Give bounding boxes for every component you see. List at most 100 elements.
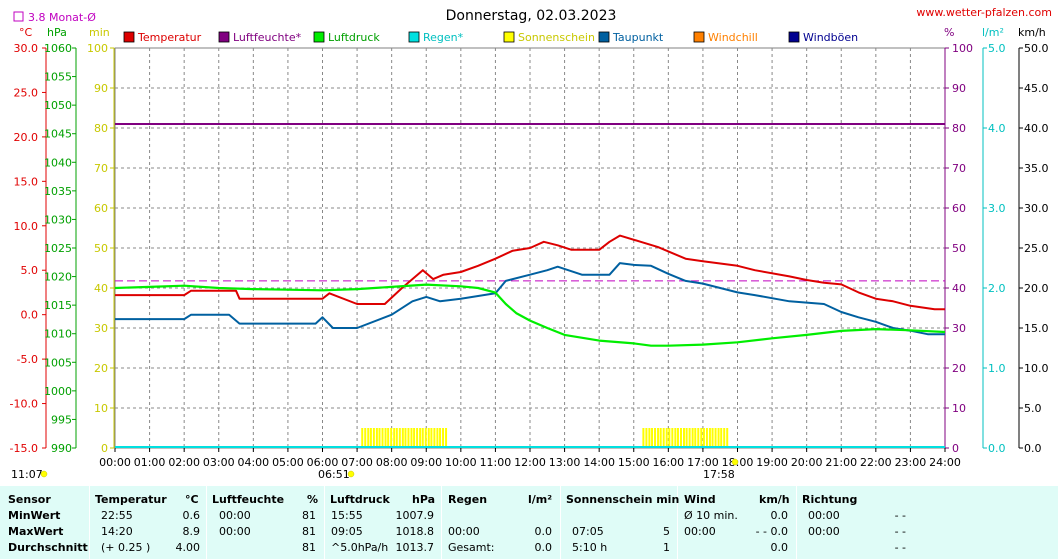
rain-tick-label: 5.0: [988, 42, 1006, 55]
humidity-tick-label: 20: [952, 362, 966, 375]
statistics-table: Sensor Temperatur °C Luftfeuchte % Luftd…: [0, 486, 1058, 559]
sunshine-bar: [708, 428, 711, 448]
rain-value: 0.0: [534, 525, 553, 538]
rain-tick-label: 0.0: [988, 442, 1006, 455]
x-tick-label: 15:00: [618, 456, 650, 469]
sunshine-tick-label: 70: [94, 162, 108, 175]
x-tick-label: 03:00: [203, 456, 235, 469]
legend-label: Luftdruck: [328, 31, 380, 44]
x-tick-label: 06:00: [307, 456, 339, 469]
sunshine-bar: [668, 428, 671, 448]
sunset-time: 17:58: [703, 468, 735, 481]
sunshine-bar: [662, 428, 665, 448]
legend-swatch: [218, 31, 230, 43]
unit-pressure: hPa: [47, 26, 67, 39]
sunshine-bar: [378, 428, 381, 448]
legend-swatch: [788, 31, 800, 43]
header-hum-unit: %: [307, 493, 319, 506]
legend-swatch: [503, 31, 515, 43]
humidity-value: 81: [302, 541, 316, 554]
legend-label: Regen*: [423, 31, 464, 44]
header-sunshine: Sonnenschein min: [566, 493, 680, 506]
pressure-tick-label: 1030: [44, 213, 72, 226]
sunshine-bar: [407, 428, 410, 448]
temp-value: 8.9: [182, 525, 201, 538]
humidity-tick-label: 40: [952, 282, 966, 295]
temp-value: 4.00: [175, 541, 201, 554]
stats-divider: [441, 486, 442, 559]
humidity-tick-label: 0: [952, 442, 959, 455]
stats-divider: [206, 486, 207, 559]
rain-tick-label: 3.0: [988, 202, 1006, 215]
sunshine-bar: [694, 428, 697, 448]
sunshine-bar: [427, 428, 430, 448]
temp-time: (+ 0.25 ): [101, 541, 151, 554]
temperature-tick-label: -10.0: [10, 398, 38, 411]
site-link[interactable]: www.wetter-pfalzen.com: [916, 6, 1052, 19]
x-tick-label: 16:00: [652, 456, 684, 469]
temp-time: 22:55: [101, 509, 133, 522]
x-tick-label: 11:00: [480, 456, 512, 469]
pressure-tick-label: 1035: [44, 185, 72, 198]
sunshine-bar: [421, 428, 424, 448]
temperature-tick-label: 20.0: [14, 131, 39, 144]
sunshine-time: 5:10 h: [572, 541, 608, 554]
sunshine-bar: [688, 428, 691, 448]
sunshine-bar: [361, 428, 364, 448]
sunshine-bar: [685, 428, 688, 448]
temperature-tick-label: -5.0: [17, 353, 38, 366]
stats-divider: [677, 486, 678, 559]
sunshine-value: 5: [663, 525, 670, 538]
sunshine-bar: [445, 428, 448, 448]
pressure-tick-label: 1005: [44, 356, 72, 369]
sunshine-bar: [726, 428, 729, 448]
wind-tick-label: 20.0: [1024, 282, 1049, 295]
x-tick-label: 01:00: [134, 456, 166, 469]
axis-ticks: 30.0 25.0 20.0 15.0 10.0 5.0 0.0 -5.0 -10.0 -15.0…: [10, 42, 1049, 455]
header-wind-unit: km/h: [759, 493, 790, 506]
sunshine-bar: [723, 428, 726, 448]
wind-tick-label: 30.0: [1024, 202, 1049, 215]
humidity-time: 00:00: [219, 525, 251, 538]
sunshine-bars: [361, 428, 729, 448]
header-humidity: Luftfeuchte: [212, 493, 285, 506]
sunshine-bar: [381, 428, 384, 448]
taupunkt-line: [115, 262, 945, 336]
legend-label: Temperatur: [137, 31, 202, 44]
rain-tick-label: 4.0: [988, 122, 1006, 135]
direction-time: 00:00: [808, 525, 840, 538]
pressure-tick-label: 1050: [44, 99, 72, 112]
x-tick-label: 24:00: [929, 456, 961, 469]
row-label: MaxWert: [8, 525, 64, 538]
header-rain-unit: l/m²: [528, 493, 553, 506]
legend-swatch: [408, 31, 420, 43]
sunshine-tick-label: 50: [94, 242, 108, 255]
rain-value: 0.0: [534, 541, 553, 554]
legend-swatch: [693, 31, 705, 43]
stats-divider: [560, 486, 561, 559]
pressure-time: ^5.0hPa/h: [331, 541, 389, 554]
stats-divider: [324, 486, 325, 559]
sunshine-bar: [654, 428, 657, 448]
sunshine-bar: [651, 428, 654, 448]
sunshine-bar: [439, 428, 442, 448]
pressure-tick-label: 1015: [44, 299, 72, 312]
humidity-tick-label: 30: [952, 322, 966, 335]
rain-tick-label: 2.0: [988, 282, 1006, 295]
sunshine-bar: [398, 428, 401, 448]
sunshine-bar: [679, 428, 682, 448]
pressure-tick-label: 1025: [44, 242, 72, 255]
sunshine-bar: [682, 428, 685, 448]
sunshine-bar: [645, 428, 648, 448]
wind-tick-label: 0.0: [1024, 442, 1042, 455]
pressure-tick-label: 1020: [44, 271, 72, 284]
temperatur-line: [115, 234, 945, 311]
moon-icon: [40, 470, 48, 478]
humidity-tick-label: 100: [952, 42, 973, 55]
sunshine-bar: [401, 428, 404, 448]
pressure-tick-label: 1055: [44, 71, 72, 84]
sunshine-tick-label: 90: [94, 82, 108, 95]
x-axis-labels: 00:00 01:00 02:00 03:00 04:00 05:00 06:00 07:00…: [99, 448, 961, 469]
sunshine-bar: [410, 428, 413, 448]
sunshine-bar: [717, 428, 720, 448]
